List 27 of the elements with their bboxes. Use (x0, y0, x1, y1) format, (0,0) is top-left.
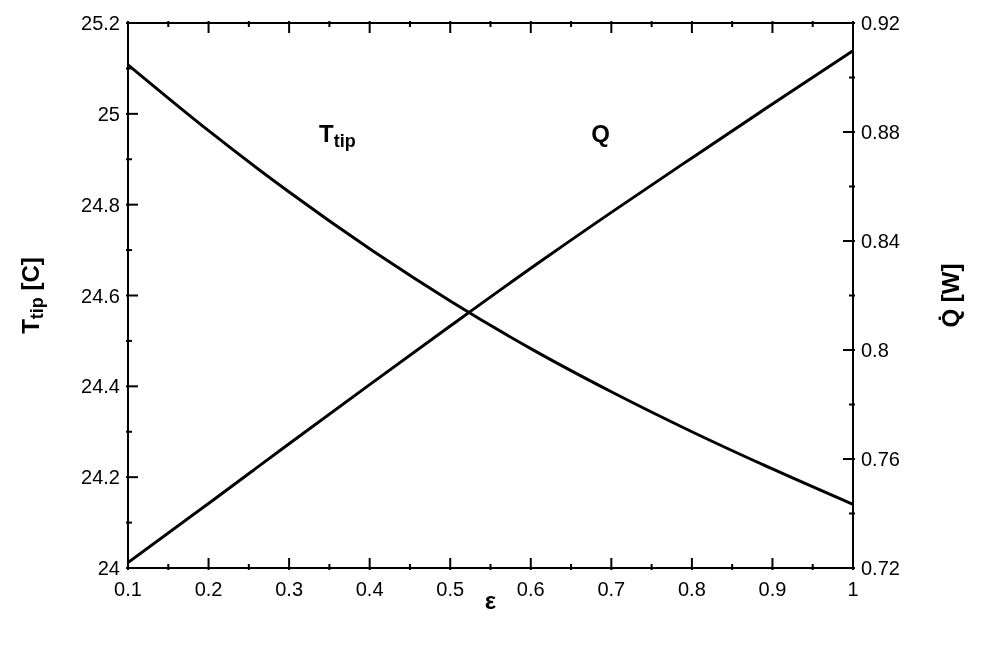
x-tick-label: 0.7 (597, 578, 626, 600)
y-tick-label: 25 (97, 102, 120, 125)
y2-tick-label: 0.72 (861, 557, 900, 579)
y-tick-label: 25.2 (81, 12, 120, 34)
x-tick-label: 0.1 (114, 578, 142, 600)
x-tick-label: 0.8 (677, 578, 706, 600)
x-tick-label: 0.4 (355, 578, 384, 600)
x-axis-title: ε (484, 587, 497, 615)
y2-axis-title: Q̇ [W] (937, 263, 965, 328)
x-tick-label: 0.2 (194, 578, 223, 600)
y-tick-label: 24.8 (81, 193, 120, 216)
y-tick-label: 24 (97, 557, 120, 579)
y2-tick-label: 0.88 (861, 121, 900, 143)
y2-tick-label: 0.84 (861, 230, 900, 252)
y2-tick-label: 0.8 (861, 339, 889, 361)
y2-tick-label: 0.92 (861, 12, 900, 34)
text: Q (591, 120, 611, 148)
text: T$_{tip}$ (319, 119, 356, 152)
x-tick-label: 1 (847, 578, 859, 600)
y2-tick-label: 0.76 (861, 448, 900, 470)
y-tick-label: 24.2 (81, 466, 120, 489)
y-tick-label: 24.4 (81, 375, 120, 398)
x-tick-label: 0.9 (758, 578, 787, 600)
x-tick-label: 0.5 (436, 578, 465, 600)
x-tick-label: 0.6 (516, 578, 545, 600)
y-tick-label: 24.6 (81, 284, 120, 307)
x-tick-label: 0.3 (275, 578, 304, 600)
